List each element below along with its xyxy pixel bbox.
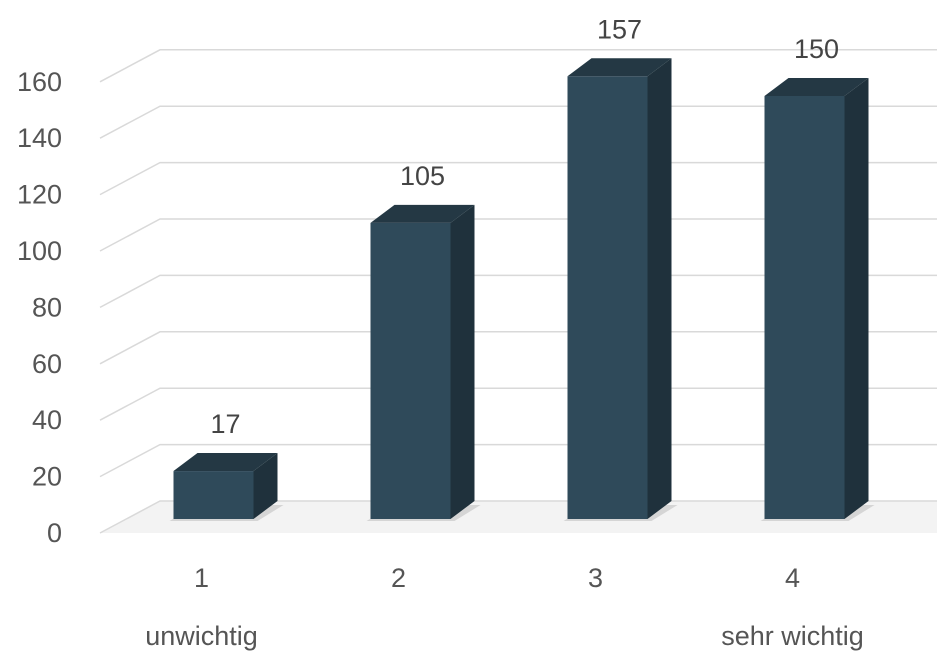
y-tick-label: 60 [32, 349, 62, 379]
gridline [99, 331, 937, 365]
gridline [99, 49, 937, 83]
bar-top [764, 78, 869, 96]
x-tick-label: 4 [785, 563, 800, 593]
gridline [99, 274, 937, 309]
bar-2 [366, 204, 481, 521]
floor-plane [100, 501, 937, 533]
bar-side [647, 58, 672, 519]
bar-top [370, 204, 475, 223]
y-tick-label: 80 [32, 292, 62, 322]
bar-top [173, 453, 278, 472]
annotations: unwichtig sehr wichtig [145, 621, 864, 651]
annotation-label: unwichtig [145, 621, 258, 651]
value-label: 150 [794, 34, 839, 64]
bar-3 [563, 58, 678, 521]
bar-1 [169, 453, 284, 521]
gridline [99, 218, 937, 252]
y-tick-label: 20 [32, 462, 62, 492]
value-label: 157 [597, 14, 642, 44]
bars [169, 58, 875, 521]
y-tick-label: 0 [47, 518, 62, 548]
gridline [99, 161, 937, 196]
bar-front [370, 222, 451, 519]
bar-side [844, 78, 869, 519]
gridline [99, 500, 937, 534]
y-axis: 0 20 40 60 80 100 120 140 160 [17, 67, 62, 548]
x-tick-label: 1 [194, 563, 209, 593]
y-tick-label: 140 [17, 123, 62, 153]
x-tick-label: 3 [588, 563, 603, 593]
gridline [99, 105, 937, 139]
value-label: 17 [210, 409, 240, 439]
bar-front [567, 76, 648, 519]
y-tick-label: 40 [32, 405, 62, 435]
bar-side [253, 453, 278, 519]
annotation-label: sehr wichtig [721, 621, 864, 651]
y-tick-label: 100 [17, 236, 62, 266]
value-labels: 17 105 157 150 [210, 14, 839, 439]
x-tick-label: 2 [391, 563, 406, 593]
bar-front [764, 96, 845, 519]
gridline [99, 387, 937, 421]
gridline [99, 443, 937, 478]
value-label: 105 [400, 161, 445, 191]
x-axis: 1 2 3 4 [194, 563, 800, 593]
bar-top [567, 58, 672, 77]
bar-front [173, 471, 254, 519]
y-tick-label: 120 [17, 180, 62, 210]
bar-4 [760, 78, 875, 521]
grid-layer [99, 49, 937, 534]
bar-side [450, 204, 475, 519]
y-tick-label: 160 [17, 67, 62, 97]
